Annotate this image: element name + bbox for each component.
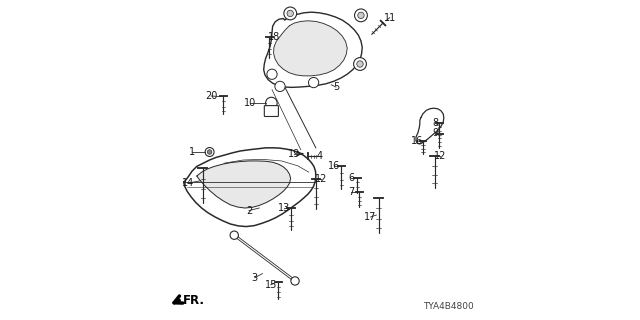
Circle shape <box>357 61 364 67</box>
Polygon shape <box>197 161 291 208</box>
Text: FR.: FR. <box>184 294 205 307</box>
Text: 18: 18 <box>268 32 280 42</box>
Polygon shape <box>274 21 347 76</box>
FancyBboxPatch shape <box>264 106 278 116</box>
Circle shape <box>354 58 366 70</box>
Circle shape <box>275 81 285 92</box>
Circle shape <box>205 148 214 156</box>
Circle shape <box>358 12 364 19</box>
Text: 3: 3 <box>252 273 258 283</box>
Circle shape <box>267 69 277 79</box>
Text: 14: 14 <box>182 178 195 188</box>
Text: 16: 16 <box>410 136 423 146</box>
Text: 5: 5 <box>333 82 339 92</box>
Polygon shape <box>416 108 444 144</box>
Text: 2: 2 <box>246 205 252 216</box>
Text: 12: 12 <box>434 151 446 161</box>
Text: 16: 16 <box>328 161 340 171</box>
Text: 19: 19 <box>287 148 300 159</box>
Text: 12: 12 <box>315 173 328 184</box>
Text: 8: 8 <box>433 118 439 128</box>
Circle shape <box>284 7 297 20</box>
Text: 11: 11 <box>383 12 396 23</box>
Circle shape <box>355 9 367 22</box>
Circle shape <box>266 97 277 109</box>
Polygon shape <box>184 148 316 227</box>
Text: 10: 10 <box>243 98 256 108</box>
Text: 1: 1 <box>189 147 195 157</box>
Text: 15: 15 <box>264 280 277 290</box>
Circle shape <box>230 231 239 239</box>
Text: 7: 7 <box>348 187 355 197</box>
Circle shape <box>287 10 293 17</box>
Text: 13: 13 <box>278 203 291 213</box>
Text: 6: 6 <box>348 172 355 183</box>
Text: 4: 4 <box>317 151 323 161</box>
Text: 17: 17 <box>364 212 377 222</box>
Circle shape <box>291 277 300 285</box>
Polygon shape <box>264 12 362 87</box>
Circle shape <box>308 77 319 88</box>
Circle shape <box>207 150 212 154</box>
Text: 20: 20 <box>205 91 218 101</box>
Text: TYA4B4800: TYA4B4800 <box>423 302 474 311</box>
Text: 9: 9 <box>433 128 439 138</box>
